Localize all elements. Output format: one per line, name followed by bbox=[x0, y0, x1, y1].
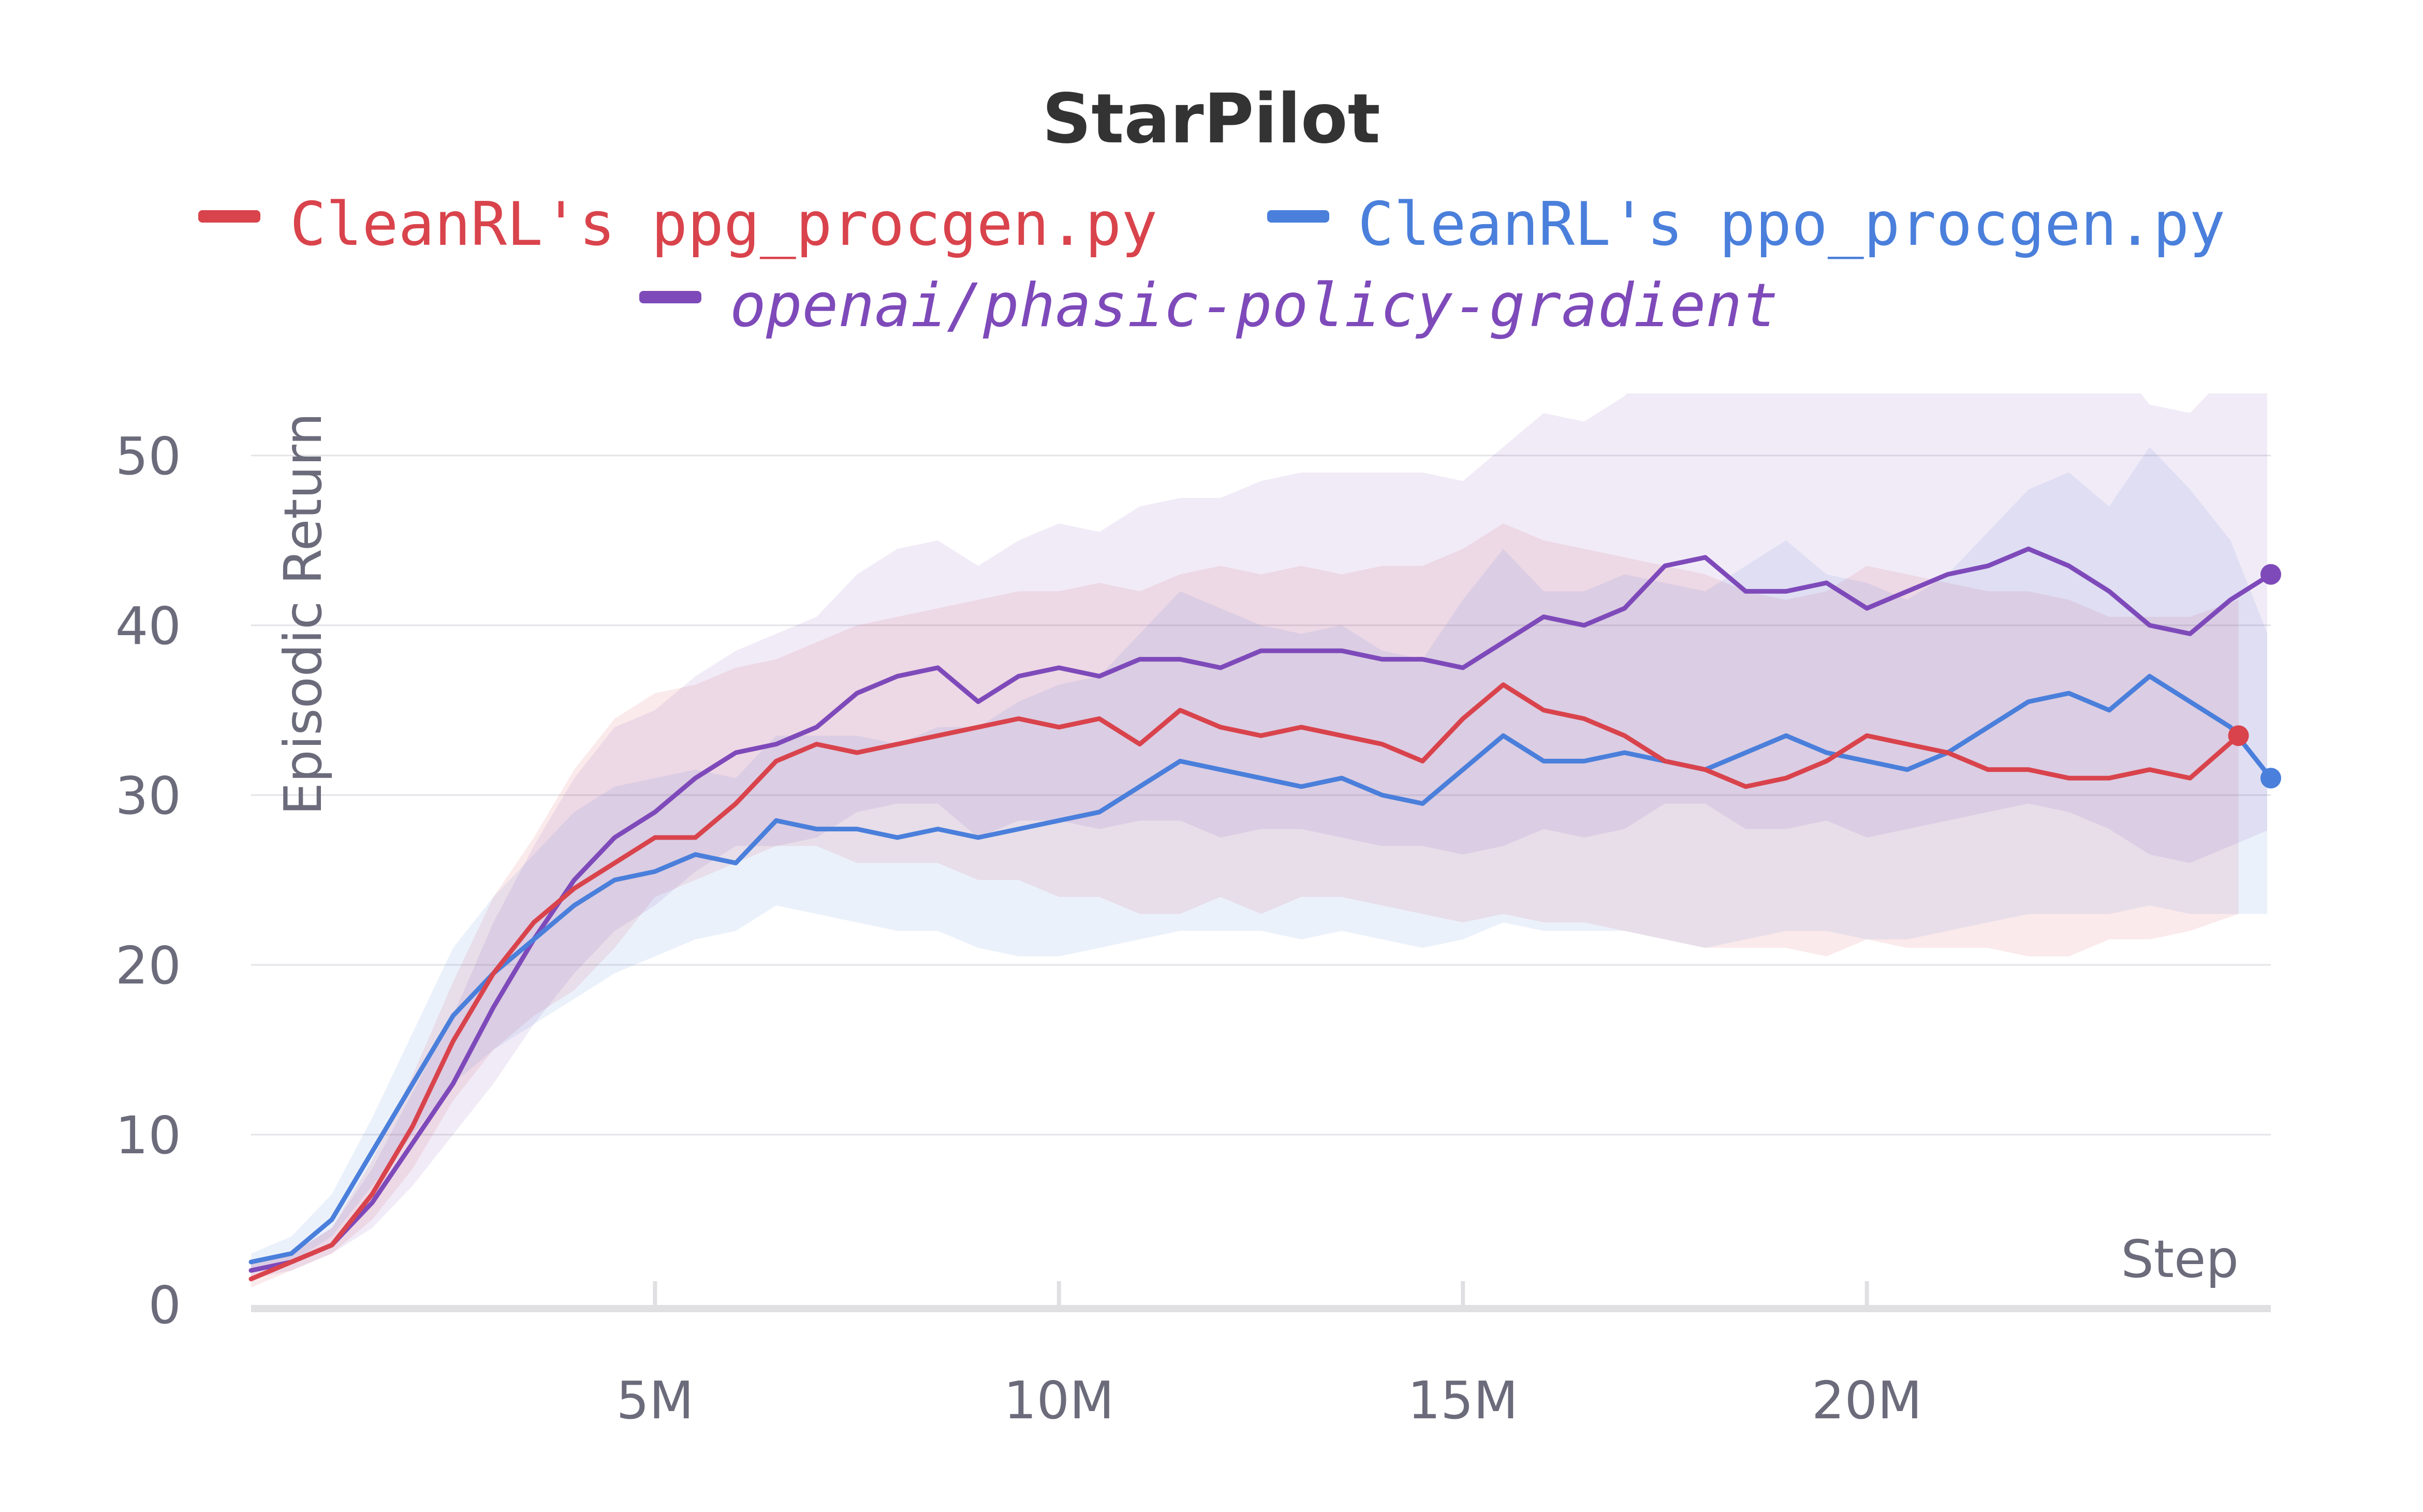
legend-label-ppg-prefix: CleanRL's bbox=[290, 189, 651, 259]
confidence-band-ppg bbox=[251, 523, 2239, 1288]
y-gridlines bbox=[251, 454, 2271, 1136]
y-tick-label: 50 bbox=[115, 426, 181, 487]
x-tick-label: 10M bbox=[1004, 1370, 1114, 1431]
x-tick-label: 15M bbox=[1407, 1370, 1518, 1431]
series-line-openai[interactable] bbox=[248, 546, 2271, 1273]
series-line-ppg[interactable] bbox=[248, 682, 2241, 1282]
series-endpoint-ppo[interactable] bbox=[2260, 768, 2281, 789]
series-endpoint-ppg[interactable] bbox=[2228, 725, 2249, 746]
confidence-bands bbox=[251, 393, 2267, 1288]
y-tick-labels: 0 10 20 30 40 50 bbox=[115, 426, 181, 1335]
legend-label-ppg: CleanRL's ppg_procgen.py bbox=[290, 189, 1157, 259]
x-axis-label: Step bbox=[2121, 1229, 2239, 1289]
legend-swatch-ppg bbox=[198, 210, 260, 223]
y-tick-label: 40 bbox=[115, 596, 181, 656]
confidence-band-openai bbox=[251, 393, 2267, 1279]
x-axis bbox=[251, 1281, 2271, 1312]
series-endpoints bbox=[2228, 564, 2281, 789]
x-tick-label: 5M bbox=[616, 1370, 694, 1431]
legend-item-ppo[interactable]: CleanRL's ppo_procgen.py bbox=[1267, 189, 2225, 259]
series-line-ppo[interactable] bbox=[248, 673, 2271, 1265]
legend-label-ppo: CleanRL's ppo_procgen.py bbox=[1358, 189, 2225, 259]
x-tick-label: 20M bbox=[1812, 1370, 1922, 1431]
y-tick-label: 0 bbox=[148, 1275, 181, 1335]
y-tick-label: 20 bbox=[115, 935, 181, 996]
series-endpoint-openai[interactable] bbox=[2260, 564, 2281, 585]
y-axis-label: Episodic Return bbox=[273, 413, 333, 815]
legend-item-openai[interactable]: openai/phasic-policy-gradient bbox=[639, 271, 1778, 341]
x-tick-labels: 5M 10M 15M 20M bbox=[616, 1370, 1922, 1431]
y-tick-label: 10 bbox=[115, 1105, 181, 1166]
chart-title: StarPilot bbox=[1042, 79, 1380, 159]
legend-label-openai: openai/phasic-policy-gradient bbox=[730, 271, 1778, 341]
legend-swatch-ppo bbox=[1267, 210, 1329, 223]
legend: CleanRL's ppg_procgen.py CleanRL's ppo_p… bbox=[198, 189, 2225, 341]
legend-label-ppo-prefix: CleanRL's bbox=[1358, 189, 1719, 259]
confidence-band-ppo bbox=[251, 447, 2267, 1271]
legend-label-ppg-main: ppg_procgen.py bbox=[651, 189, 1157, 259]
y-tick-label: 30 bbox=[115, 766, 181, 826]
legend-label-ppo-main: ppo_procgen.py bbox=[1719, 189, 2225, 259]
series-lines bbox=[248, 546, 2271, 1282]
legend-item-ppg[interactable]: CleanRL's ppg_procgen.py bbox=[198, 189, 1157, 259]
legend-swatch-openai bbox=[639, 291, 701, 303]
